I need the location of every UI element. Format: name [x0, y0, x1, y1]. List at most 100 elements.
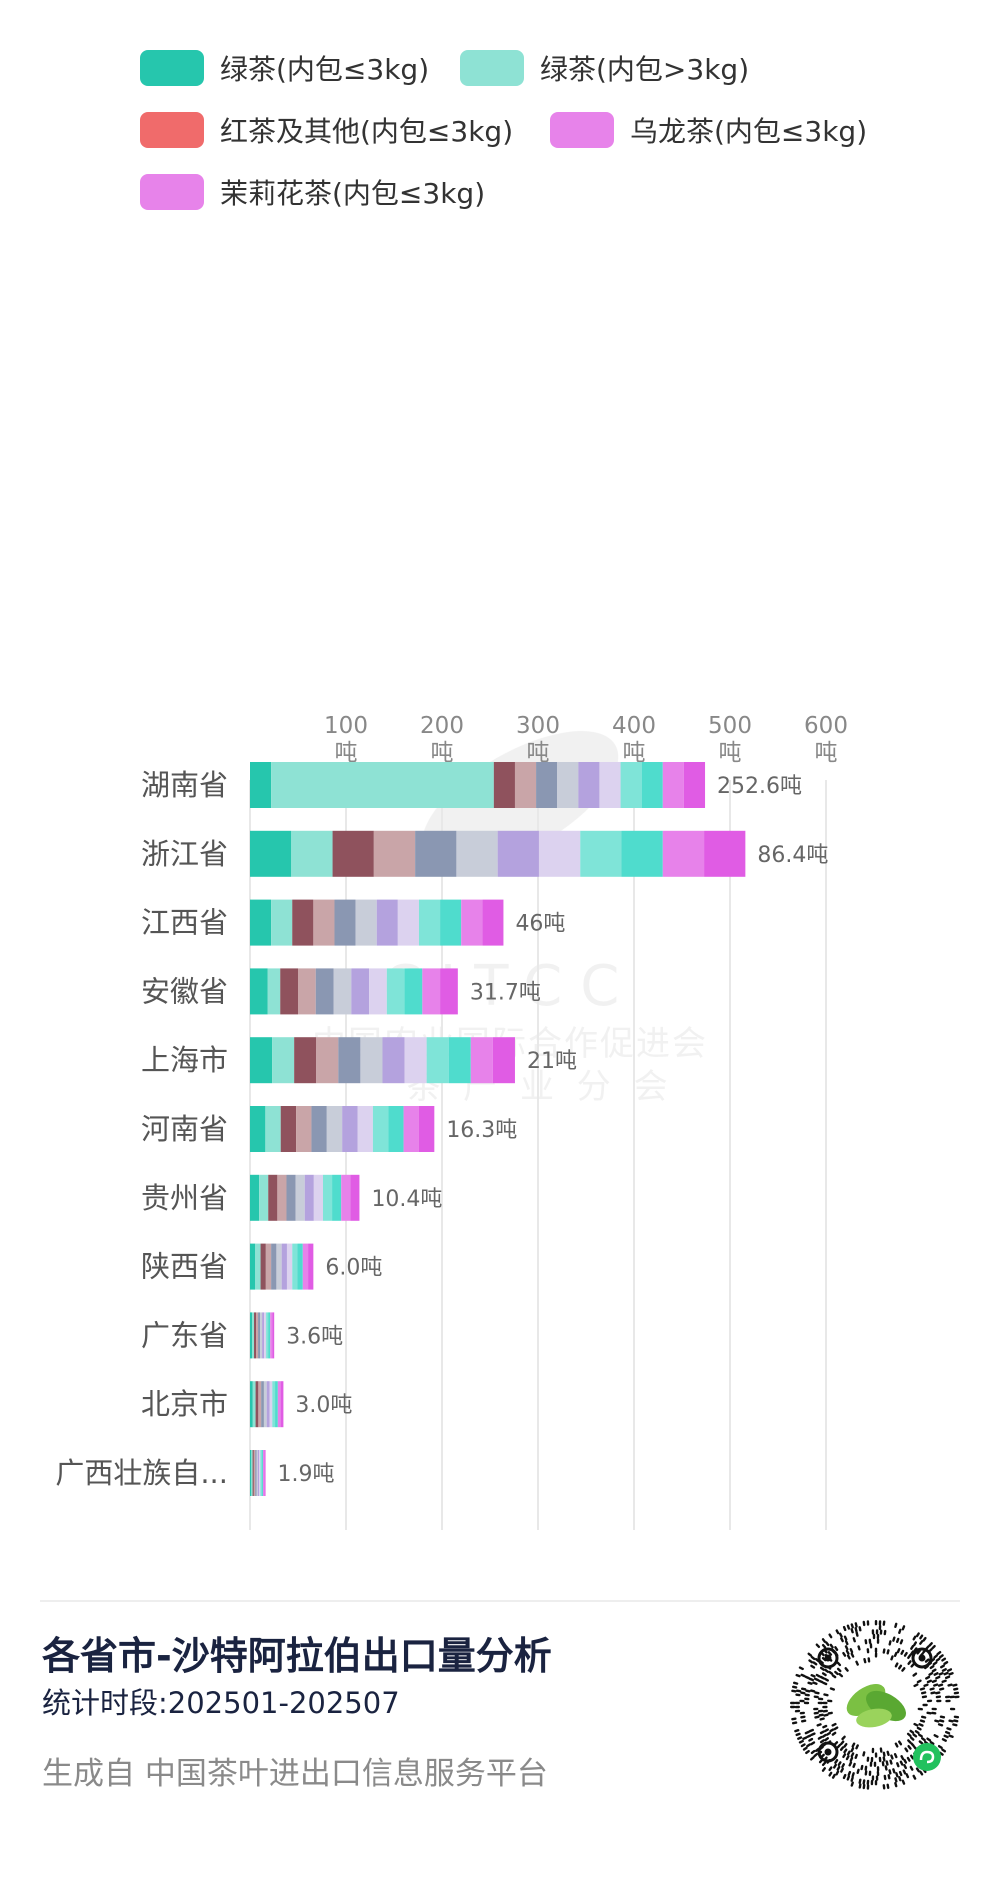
bar-segment: [302, 1243, 309, 1290]
footer-source: 生成自 中国茶叶进出口信息服务平台: [42, 1756, 548, 1792]
bar-segment: [250, 1450, 252, 1496]
bar-segment: [256, 1450, 258, 1496]
bar-segment: [360, 1037, 383, 1084]
legend-item[interactable]: 绿茶(内包≤3kg): [140, 48, 429, 88]
bar-segment: [256, 1312, 259, 1359]
bar-segment: [250, 1106, 266, 1152]
bar-segment: [311, 1106, 327, 1152]
bar-segment: [286, 1243, 293, 1290]
bar-segment: [298, 968, 316, 1015]
bar-segment: [258, 1312, 261, 1359]
bar-segment: [418, 1106, 435, 1152]
bar-segment: [261, 1381, 264, 1428]
y-category-label: 安徽省: [141, 974, 228, 1008]
bar-segment: [253, 1450, 256, 1496]
bar-segment: [268, 1312, 271, 1359]
bar-segment: [255, 1381, 259, 1428]
bar-segment: [271, 1243, 277, 1290]
mini-program-qr-code[interactable]: [790, 1620, 960, 1790]
x-tick-label: 吨: [719, 740, 742, 766]
bar-segment: [250, 968, 268, 1015]
tea-leaf-logo: [846, 1684, 906, 1728]
bar-segment: [350, 1174, 360, 1221]
x-tick-label: 300: [516, 713, 560, 739]
bar-segment: [332, 1174, 342, 1221]
bar-segment: [580, 830, 622, 877]
bar-segment: [272, 1037, 295, 1084]
bar-segment: [372, 1106, 389, 1152]
bar-segment: [262, 1312, 265, 1359]
bar-segment: [250, 762, 272, 808]
bar-segment: [422, 968, 441, 1015]
bar-segment: [280, 1106, 297, 1152]
bar-segment: [252, 1312, 255, 1359]
x-tick-label: 吨: [527, 740, 550, 766]
legend-item[interactable]: 绿茶(内包>3kg): [460, 48, 749, 88]
bar-segment: [304, 1174, 314, 1221]
y-category-label: 湖南省: [141, 768, 228, 802]
y-category-label: 贵州省: [141, 1181, 228, 1215]
bar-total-label: 6.0吨: [325, 1256, 382, 1281]
bar-segment: [286, 1174, 296, 1221]
bar-segment: [281, 1243, 287, 1290]
bar-segment: [269, 1381, 273, 1428]
bar-segment: [351, 968, 370, 1015]
bar-segment: [338, 1037, 361, 1084]
bar-segment: [456, 830, 498, 877]
bar-segment: [260, 1243, 266, 1290]
bar-segment: [263, 1381, 267, 1428]
bar-segment: [493, 762, 515, 808]
legend-item[interactable]: 茉莉花茶(内包≤3kg): [140, 172, 485, 212]
bar-segment: [470, 1037, 493, 1084]
bar-segment: [250, 830, 292, 877]
bar-segment: [258, 1381, 262, 1428]
x-tick-label: 100: [324, 713, 368, 739]
bar-segment: [313, 899, 335, 946]
bar-segment: [260, 1312, 263, 1359]
bar-segment: [250, 1381, 253, 1428]
legend-item[interactable]: 红茶及其他(内包≤3kg): [140, 110, 513, 150]
bar-segment: [315, 968, 334, 1015]
x-tick-label: 600: [804, 713, 848, 739]
bar-segment: [536, 762, 558, 808]
bar-total-label: 10.4吨: [371, 1187, 442, 1212]
bar-segment: [270, 1312, 273, 1359]
bar-segment: [369, 968, 387, 1015]
legend-swatch: [140, 50, 204, 86]
bar-segment: [704, 830, 746, 877]
x-tick-label: 吨: [335, 740, 358, 766]
bar-segment: [267, 968, 281, 1015]
chart: CITCC中国农业国际合作促进会茶 产 业 分 会100吨200吨300吨400…: [55, 713, 848, 1530]
bar-segment: [683, 762, 706, 808]
bar-segment: [264, 1312, 267, 1359]
bar-segment: [334, 899, 356, 946]
bar-segment: [272, 1381, 276, 1428]
bar-segment: [599, 762, 621, 808]
y-category-label: 上海市: [141, 1043, 228, 1077]
bar-segment: [268, 1174, 278, 1221]
bar-segment: [342, 1106, 358, 1152]
bar-segment: [418, 899, 441, 946]
bar-segment: [260, 1450, 262, 1496]
bar-segment: [266, 1312, 269, 1359]
bar-segment: [276, 1243, 282, 1290]
legend-item[interactable]: 乌龙茶(内包≤3kg): [550, 110, 867, 150]
bar-segment: [262, 1450, 265, 1496]
bar-segment: [255, 1450, 257, 1496]
y-category-label: 陕西省: [141, 1250, 228, 1284]
bar-segment: [250, 1037, 273, 1084]
x-tick-label: 500: [708, 713, 752, 739]
bar-segment: [308, 1243, 314, 1290]
bar-segment: [620, 762, 642, 808]
bar-total-label: 3.6吨: [286, 1324, 343, 1349]
bar-segment: [291, 830, 333, 877]
bar-segment: [266, 1381, 270, 1428]
bar-segment: [641, 762, 663, 808]
bar-total-label: 16.3吨: [446, 1118, 517, 1143]
bar-segment: [373, 830, 416, 877]
bar-segment: [250, 1312, 253, 1359]
bar-segment: [259, 1450, 261, 1496]
bar-segment: [275, 1381, 278, 1428]
bar-segment: [271, 762, 494, 808]
y-category-label: 广东省: [141, 1318, 228, 1352]
